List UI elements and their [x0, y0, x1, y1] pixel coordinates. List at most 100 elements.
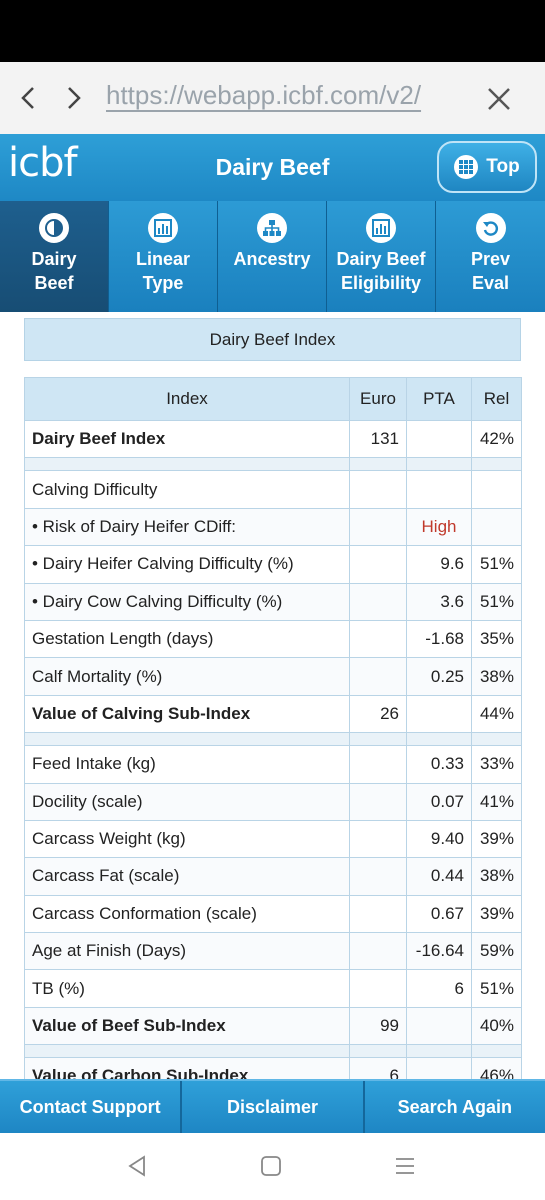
pta-value: 0.33	[406, 745, 472, 784]
back-button[interactable]	[8, 62, 48, 134]
rel-value: 44%	[471, 694, 522, 734]
chevron-left-icon	[21, 87, 34, 109]
spacer-cell	[471, 732, 522, 747]
table-row: Docility (scale) 0.07 41%	[24, 782, 522, 821]
tab-prev-eval[interactable]: Prev Eval	[436, 201, 545, 312]
rel-value: 35%	[471, 619, 522, 659]
close-icon[interactable]	[484, 84, 514, 114]
row-label: • Risk of Dairy Heifer CDiff:	[24, 507, 350, 547]
column-header-rel: Rel	[471, 377, 522, 421]
chevron-right-icon	[68, 87, 81, 109]
search-again-button[interactable]: Search Again	[364, 1081, 545, 1133]
euro-value	[349, 894, 407, 934]
table-row: Gestation Length (days) -1.68 35%	[24, 619, 522, 659]
spacer-cell	[24, 457, 350, 472]
spacer-cell	[471, 1044, 522, 1059]
row-label: Carcass Conformation (scale)	[24, 894, 350, 934]
rel-value: 39%	[471, 894, 522, 934]
pta-value: 9.6	[406, 545, 472, 584]
table-spacer-row	[24, 1044, 522, 1059]
euro-value	[349, 819, 407, 859]
tab-dairy-beef[interactable]: Dairy Beef	[0, 201, 109, 312]
pta-value: 0.07	[406, 782, 472, 821]
table-row: Carcass Conformation (scale) 0.67 39%	[24, 894, 522, 934]
spacer-cell	[471, 457, 522, 472]
pta-value: 9.40	[406, 819, 472, 859]
rel-value: 59%	[471, 932, 522, 971]
pta-value: 0.44	[406, 857, 472, 896]
status-bar	[0, 0, 545, 62]
icbf-logo: icbf	[8, 140, 78, 186]
column-header-euro: Euro	[349, 377, 407, 421]
table-row: Age at Finish (Days) -16.64 59%	[24, 932, 522, 971]
table-row: Calving Difficulty	[24, 470, 522, 509]
home-square-icon[interactable]	[258, 1153, 284, 1179]
euro-value	[349, 582, 407, 621]
table-header-row: Index Euro PTA Rel	[24, 377, 522, 421]
spacer-cell	[349, 1044, 407, 1059]
spacer-cell	[406, 457, 472, 472]
row-label: TB (%)	[24, 969, 350, 1008]
tab-label: Ancestry	[233, 249, 311, 269]
grid-icon	[454, 155, 479, 179]
spacer-cell	[406, 1044, 472, 1059]
undo-icon	[475, 213, 506, 243]
table-row: • Risk of Dairy Heifer CDiff: High	[24, 507, 522, 547]
rel-value: 51%	[471, 582, 522, 621]
table-spacer-row	[24, 732, 522, 747]
spacer-cell	[349, 457, 407, 472]
euro-value	[349, 657, 407, 696]
pta-value	[406, 470, 472, 509]
top-button[interactable]: Top	[437, 141, 537, 193]
hierarchy-icon	[257, 213, 287, 243]
table-row: TB (%) 6 51%	[24, 969, 522, 1008]
row-label: Calving Difficulty	[24, 470, 350, 509]
row-label: • Dairy Cow Calving Difficulty (%)	[24, 582, 350, 621]
pta-value: High	[406, 507, 472, 547]
row-label: Age at Finish (Days)	[24, 932, 350, 971]
table-body: Dairy Beef Index 131 42% Calving Difficulty…	[24, 419, 522, 1096]
euro-value: 26	[349, 694, 407, 734]
bar-chart-icon	[148, 213, 178, 243]
rel-value: 38%	[471, 857, 522, 896]
back-triangle-icon[interactable]	[124, 1153, 150, 1179]
contact-support-button[interactable]: Contact Support	[0, 1081, 183, 1133]
table-row: Value of Beef Sub-Index 99 40%	[24, 1006, 522, 1046]
tab-ancestry[interactable]: Ancestry	[218, 201, 327, 312]
table-row: • Dairy Cow Calving Difficulty (%) 3.6 51%	[24, 582, 522, 621]
rel-value: 39%	[471, 819, 522, 859]
table-row: Carcass Weight (kg) 9.40 39%	[24, 819, 522, 859]
rel-value	[471, 507, 522, 547]
tab-label: Dairy Beef Eligibility	[336, 249, 426, 293]
browser-url-bar: https://webapp.icbf.com/v2/	[0, 62, 545, 134]
row-label: Carcass Fat (scale)	[24, 857, 350, 896]
table-spacer-row	[24, 457, 522, 472]
recents-menu-icon[interactable]	[392, 1153, 418, 1179]
system-nav-bar	[0, 1133, 545, 1200]
euro-value: 131	[349, 419, 407, 459]
forward-button[interactable]	[54, 62, 94, 134]
tab-dairy-beef-eligibility[interactable]: Dairy Beef Eligibility	[327, 201, 436, 312]
spacer-cell	[24, 732, 350, 747]
rel-value	[471, 470, 522, 509]
tab-label: Prev Eval	[470, 249, 511, 293]
spacer-cell	[349, 732, 407, 747]
rel-value: 33%	[471, 745, 522, 784]
rel-value: 40%	[471, 1006, 522, 1046]
euro-value: 99	[349, 1006, 407, 1046]
tab-linear-type[interactable]: Linear Type	[109, 201, 218, 312]
euro-value	[349, 470, 407, 509]
disclaimer-button[interactable]: Disclaimer	[182, 1081, 365, 1133]
row-label: Gestation Length (days)	[24, 619, 350, 659]
pta-value: 0.25	[406, 657, 472, 696]
url-text[interactable]: https://webapp.icbf.com/v2/	[106, 80, 422, 110]
table-row: • Dairy Heifer Calving Difficulty (%) 9.6…	[24, 545, 522, 584]
rel-value: 51%	[471, 969, 522, 1008]
rel-value: 42%	[471, 419, 522, 459]
pta-value	[406, 694, 472, 734]
table-row: Calf Mortality (%) 0.25 38%	[24, 657, 522, 696]
row-label: Carcass Weight (kg)	[24, 819, 350, 859]
footer-bar: Contact Support Disclaimer Search Again	[0, 1079, 545, 1133]
column-header-index: Index	[24, 377, 350, 421]
table-row: Feed Intake (kg) 0.33 33%	[24, 745, 522, 784]
